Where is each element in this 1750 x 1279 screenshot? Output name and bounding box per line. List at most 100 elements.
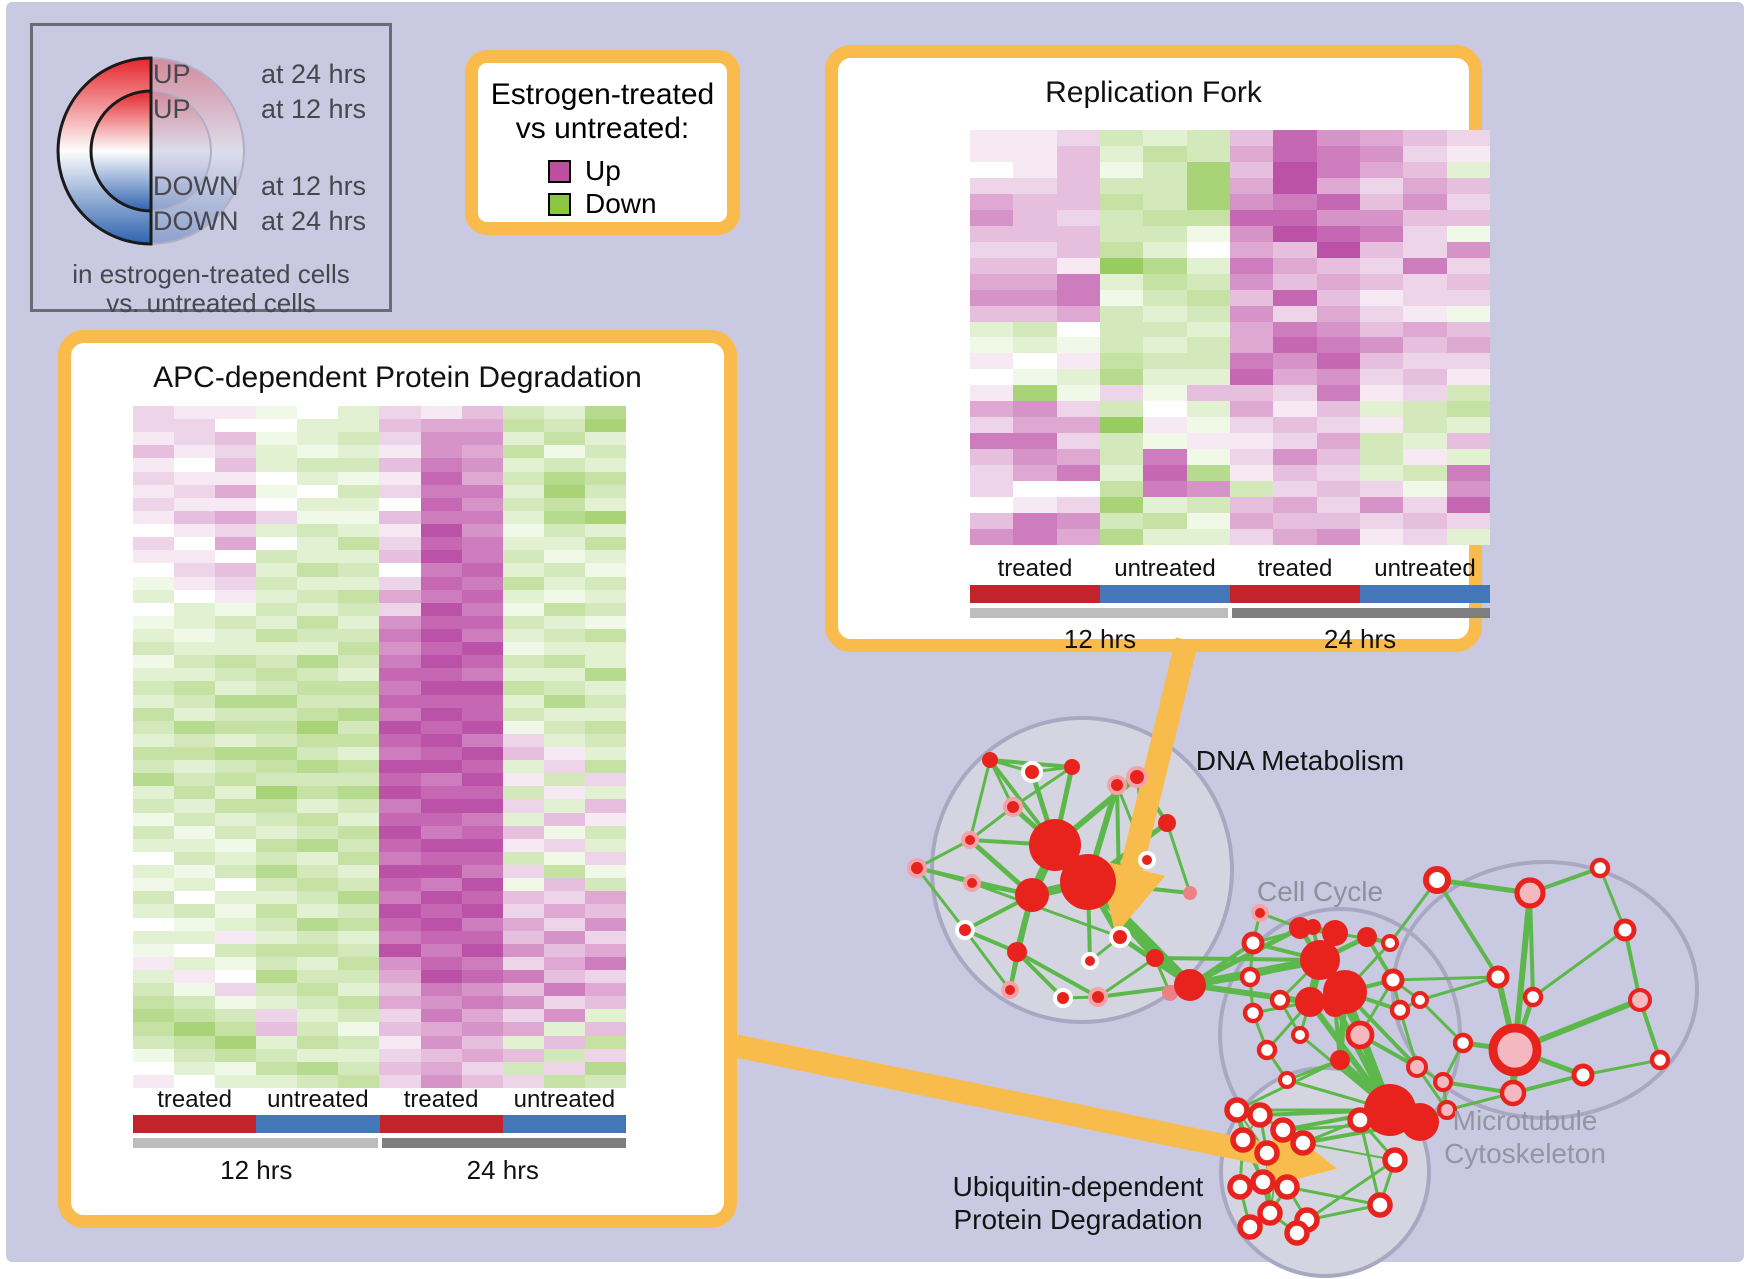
- heatmap-cell: [970, 417, 1014, 434]
- heatmap-cell: [215, 773, 257, 787]
- heatmap-cell: [379, 484, 421, 498]
- network-edge: [1435, 878, 1500, 979]
- heatmap-cell: [420, 851, 462, 866]
- time-labels: 12 hrs 24 hrs: [970, 624, 1490, 655]
- heatmap-cell: [1273, 257, 1317, 274]
- heatmap-cell: [461, 943, 503, 957]
- heatmap-cell: [1143, 321, 1187, 338]
- heatmap-cell: [584, 969, 626, 984]
- network-edge: [1581, 1058, 1662, 1077]
- ring-row4-word: DOWN: [153, 206, 239, 236]
- heatmap-cell: [1316, 289, 1360, 306]
- heatmap-cell: [461, 838, 503, 852]
- heatmap-cell: [379, 510, 421, 525]
- heatmap-cell: [420, 615, 462, 629]
- heatmap-cell: [502, 956, 544, 970]
- heatmap-cell: [1056, 161, 1100, 178]
- heatmap-cell: [1186, 337, 1230, 354]
- heatmap-cell: [1056, 130, 1100, 146]
- heatmap-cell: [174, 576, 216, 590]
- heatmap-cell: [297, 996, 339, 1010]
- time-label: 12 hrs: [1063, 624, 1137, 654]
- heatmap-cell: [1446, 481, 1490, 498]
- heatmap-cell: [1359, 401, 1404, 418]
- heatmap-cell: [297, 445, 339, 459]
- heatmap-cell: [174, 681, 216, 695]
- heatmap-cell: [297, 497, 339, 511]
- heatmap-cell: [1316, 241, 1360, 258]
- heatmap-cell: [1403, 385, 1447, 402]
- heatmap-cell: [420, 1074, 462, 1088]
- heatmap-cell: [215, 563, 257, 577]
- heatmap-cell: [338, 668, 380, 682]
- heatmap-cell: [543, 904, 585, 918]
- heatmap-cell: [461, 812, 503, 826]
- heatmap-cell: [174, 838, 216, 852]
- heatmap-cell: [379, 589, 421, 603]
- heatmap-cell: [174, 406, 216, 420]
- heatmap-cell: [1316, 529, 1360, 545]
- heatmap-cell: [215, 747, 257, 761]
- gene-node: [1291, 1026, 1309, 1044]
- heatmap-cell: [502, 786, 544, 800]
- heatmap-cell: [133, 996, 175, 1010]
- heatmap-cell: [215, 1061, 257, 1075]
- gene-node: [1278, 1071, 1296, 1089]
- heatmap-cell: [1056, 497, 1100, 514]
- heatmap-cell: [256, 707, 298, 721]
- heatmap-cell: [297, 838, 339, 852]
- heatmap-cell: [1446, 209, 1490, 226]
- heatmap-cell: [543, 707, 585, 721]
- heatmap-cell: [584, 773, 626, 787]
- heatmap-cell: [1013, 497, 1057, 514]
- heatmap-cell: [502, 537, 544, 551]
- gene-node: [1295, 987, 1325, 1017]
- heatmap-cell: [543, 524, 585, 538]
- heatmap-cell: [297, 969, 339, 984]
- heatmap-cell: [502, 891, 544, 905]
- heatmap-cell: [543, 497, 585, 511]
- heatmap-cell: [256, 576, 298, 590]
- condition-bar: [133, 1115, 626, 1133]
- heatmap-cell: [133, 406, 175, 420]
- heatmap-cell: [1099, 177, 1144, 194]
- heatmap-cell: [174, 917, 216, 931]
- ring-row2-time: at 12 hrs: [261, 94, 367, 124]
- heatmap-cell: [584, 799, 626, 813]
- heatmap-cell: [1403, 465, 1447, 482]
- heatmap-cell: [256, 668, 298, 682]
- heatmap-cell: [133, 497, 175, 511]
- heatmap-cell: [543, 1061, 585, 1075]
- heatmap-cell: [1099, 417, 1144, 434]
- heatmap-cell: [1013, 481, 1057, 498]
- heatmap-cell: [338, 878, 380, 892]
- heatmap-cell: [174, 930, 216, 944]
- network-edge: [915, 866, 967, 932]
- heatmap-cell: [338, 891, 380, 905]
- gene-node: [1571, 1063, 1595, 1087]
- heatmap-cell: [543, 537, 585, 551]
- heatmap-cell: [420, 563, 462, 577]
- heatmap-cell: [1316, 465, 1360, 482]
- heatmap-cell: [1229, 225, 1274, 242]
- heatmap-cell: [1186, 257, 1230, 274]
- heatmap-cell: [133, 917, 175, 931]
- heatmap-cell: [133, 524, 175, 538]
- heatmap-cell: [543, 786, 585, 800]
- heatmap-cell: [1403, 497, 1447, 514]
- heatmap-cell: [1099, 513, 1144, 530]
- gene-node: [1284, 1220, 1310, 1246]
- heatmap-cell: [1143, 417, 1187, 434]
- heatmap-cell: [1143, 305, 1187, 322]
- heatmap-cell: [215, 1009, 257, 1023]
- heatmap-cell: [1099, 241, 1144, 258]
- heatmap-cell: [215, 497, 257, 511]
- heatmap-cell: [543, 602, 585, 616]
- network-edge: [1285, 1185, 1382, 1207]
- heatmap-cell: [1099, 257, 1144, 274]
- heatmap-cell: [133, 550, 175, 564]
- heatmap-cell: [1143, 145, 1187, 162]
- heatmap-cell: [174, 747, 216, 761]
- heatmap-cell: [461, 458, 503, 472]
